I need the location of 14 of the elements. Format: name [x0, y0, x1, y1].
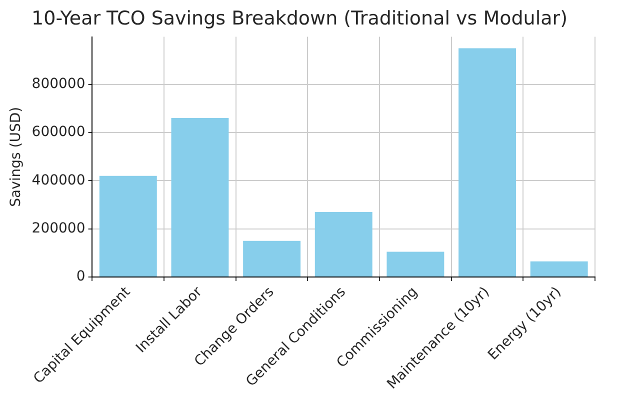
- y-tick-label: 600000: [32, 124, 86, 140]
- bar: [171, 118, 229, 276]
- y-tick-label: 400000: [32, 172, 86, 188]
- bar: [458, 48, 516, 276]
- bar: [243, 240, 301, 276]
- bar: [99, 176, 157, 276]
- bar: [386, 252, 444, 276]
- bar: [530, 261, 588, 276]
- y-tick-label: 200000: [32, 220, 86, 236]
- y-tick-label: 800000: [32, 76, 86, 92]
- y-tick-label: 0: [76, 268, 86, 285]
- chart-title: 10-Year TCO Savings Breakdown (Traditional vs Modular): [32, 7, 568, 30]
- y-axis-title: Savings (USD): [8, 106, 24, 207]
- bar: [314, 212, 372, 276]
